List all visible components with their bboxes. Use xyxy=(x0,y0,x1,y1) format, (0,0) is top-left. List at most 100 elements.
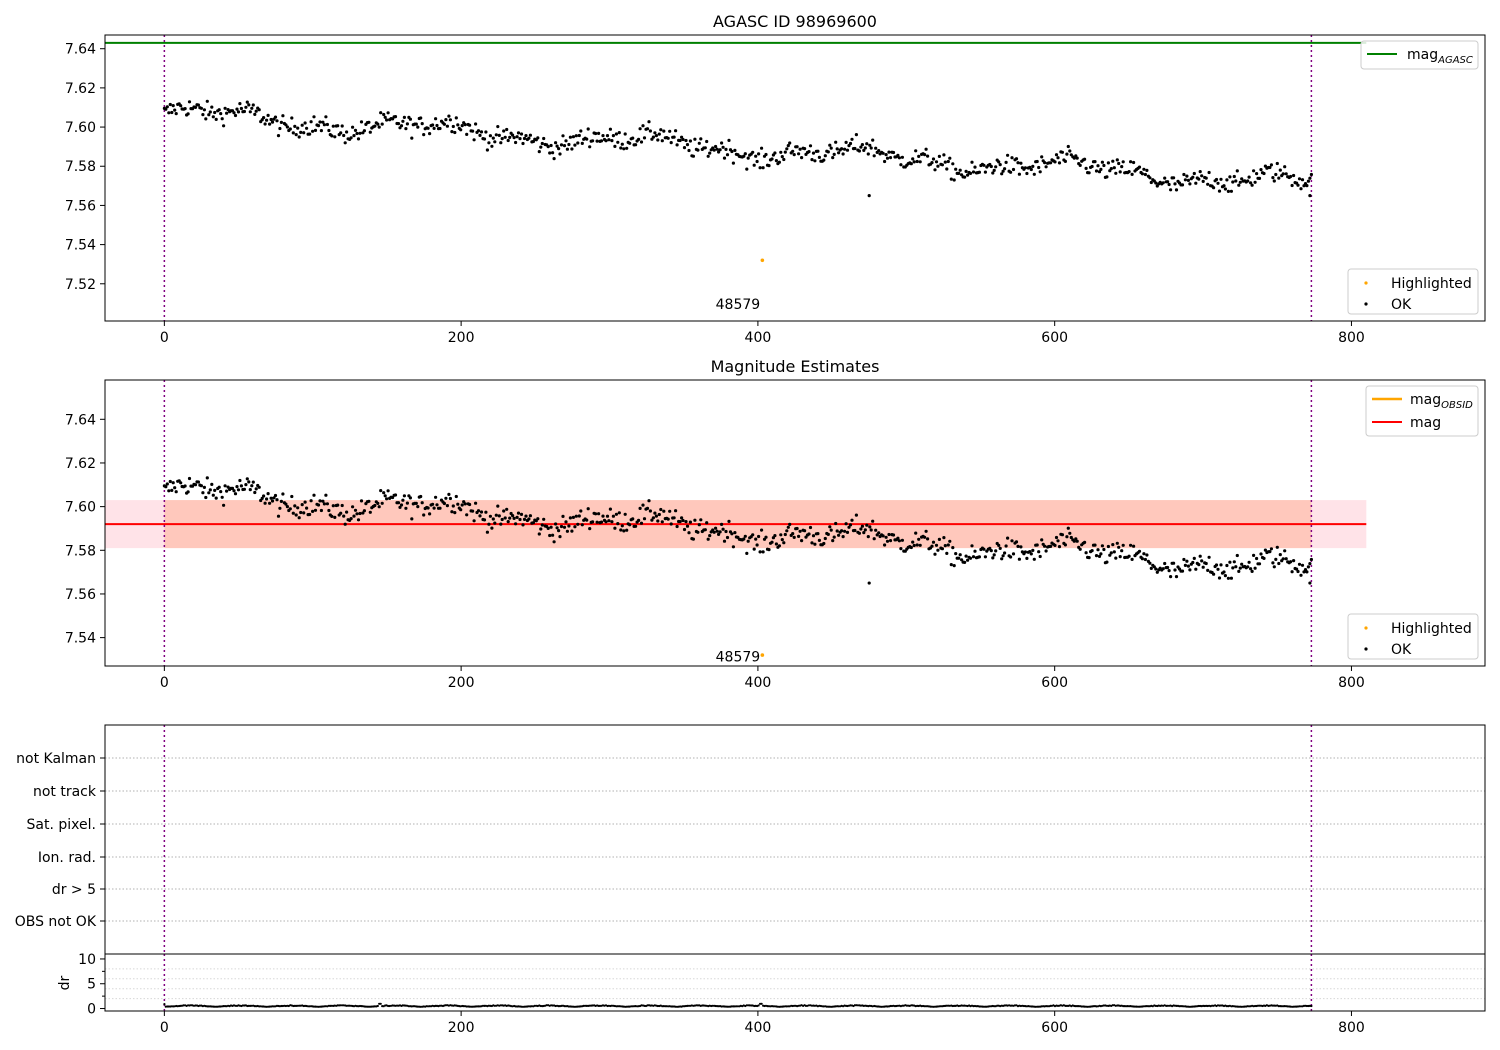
ok-point xyxy=(1180,569,1185,573)
ok-point xyxy=(721,145,725,149)
ok-point xyxy=(420,122,424,126)
ok-point xyxy=(276,514,281,518)
ok-point xyxy=(797,152,801,156)
ok-point xyxy=(555,526,559,530)
ok-point xyxy=(574,134,578,138)
ok-point xyxy=(857,531,862,535)
ok-point xyxy=(1183,178,1187,182)
ok-point xyxy=(599,139,604,143)
ok-point xyxy=(1044,165,1048,169)
ok-point xyxy=(1272,565,1276,569)
ok-point xyxy=(1148,176,1152,180)
ok-point xyxy=(313,508,318,512)
ok-point xyxy=(564,520,568,524)
ok-point xyxy=(559,143,564,147)
ok-point xyxy=(611,514,616,518)
flag-label: dr > 5 xyxy=(52,882,96,898)
ok-point xyxy=(1192,556,1196,561)
ok-point xyxy=(330,514,334,519)
ok-point xyxy=(1009,170,1013,174)
ok-point xyxy=(625,146,629,150)
ok-point xyxy=(269,117,273,122)
ok-point xyxy=(482,518,487,522)
ok-point xyxy=(782,157,786,162)
ok-point xyxy=(270,120,275,124)
y-tick-label: 7.56 xyxy=(65,587,96,603)
ok-point xyxy=(705,139,709,144)
ok-point xyxy=(943,160,947,164)
ok-point xyxy=(230,486,235,490)
ok-point xyxy=(1084,551,1088,555)
ok-point xyxy=(948,156,952,160)
ok-point xyxy=(1115,158,1119,162)
ok-point xyxy=(610,520,614,524)
ok-point xyxy=(500,137,504,141)
ok-point xyxy=(333,515,337,520)
ok-point xyxy=(900,538,905,542)
ok-point xyxy=(380,501,384,505)
ok-point xyxy=(717,532,721,537)
ok-point xyxy=(619,146,623,150)
ok-point xyxy=(854,133,859,137)
ok-point xyxy=(637,137,641,141)
ok-point xyxy=(222,124,226,128)
ok-point xyxy=(303,121,307,125)
ok-point xyxy=(828,525,832,529)
ok-point xyxy=(438,126,442,131)
ok-point xyxy=(1305,570,1309,574)
ok-point xyxy=(1275,161,1279,166)
ok-point xyxy=(281,114,285,118)
ok-point xyxy=(786,144,790,148)
ok-point xyxy=(1043,161,1047,165)
ok-point xyxy=(850,137,854,141)
ok-point xyxy=(1226,576,1230,580)
ok-point xyxy=(214,496,218,500)
flag-label: not track xyxy=(33,784,97,800)
ok-point xyxy=(1204,561,1208,566)
ok-point xyxy=(294,133,298,137)
ok-point xyxy=(183,484,187,488)
ok-point xyxy=(1017,557,1022,561)
ok-point xyxy=(362,509,366,513)
ok-point xyxy=(168,479,172,484)
ok-point xyxy=(1255,172,1259,176)
ok-point xyxy=(164,485,168,489)
legend-label-mag: mag xyxy=(1410,415,1441,431)
ok-point xyxy=(712,148,716,152)
ok-point xyxy=(860,524,865,528)
ok-point xyxy=(1214,563,1219,567)
ok-point xyxy=(991,171,995,175)
ok-point xyxy=(321,499,325,503)
ok-point xyxy=(426,126,430,130)
ok-point xyxy=(666,517,670,521)
ok-point xyxy=(1198,170,1202,174)
ok-point xyxy=(1204,176,1208,180)
ok-point xyxy=(548,151,552,155)
x-tick-label: 600 xyxy=(1041,330,1068,346)
ok-point xyxy=(416,125,420,129)
ok-point xyxy=(973,549,977,553)
ok-point xyxy=(745,167,749,171)
ok-point xyxy=(1006,153,1010,157)
ok-point xyxy=(1188,568,1192,572)
ok-point xyxy=(1009,555,1013,559)
ok-point xyxy=(662,129,666,133)
ok-point xyxy=(1148,561,1152,565)
ok-point xyxy=(167,111,171,115)
ok-point xyxy=(476,509,481,513)
ok-point xyxy=(1206,182,1210,186)
ok-point xyxy=(248,110,252,114)
ok-point xyxy=(288,127,292,131)
ok-point xyxy=(201,113,205,117)
obsid-annotation: 48579 xyxy=(716,649,761,665)
ok-point xyxy=(285,505,289,509)
ok-point xyxy=(896,153,900,157)
ok-point xyxy=(438,506,442,510)
ok-point xyxy=(542,136,546,141)
ok-point xyxy=(767,548,771,552)
ok-point xyxy=(476,129,481,133)
dr-point xyxy=(163,1003,166,1006)
ok-point xyxy=(516,131,521,135)
ok-point xyxy=(743,534,747,538)
ok-point xyxy=(811,534,816,538)
